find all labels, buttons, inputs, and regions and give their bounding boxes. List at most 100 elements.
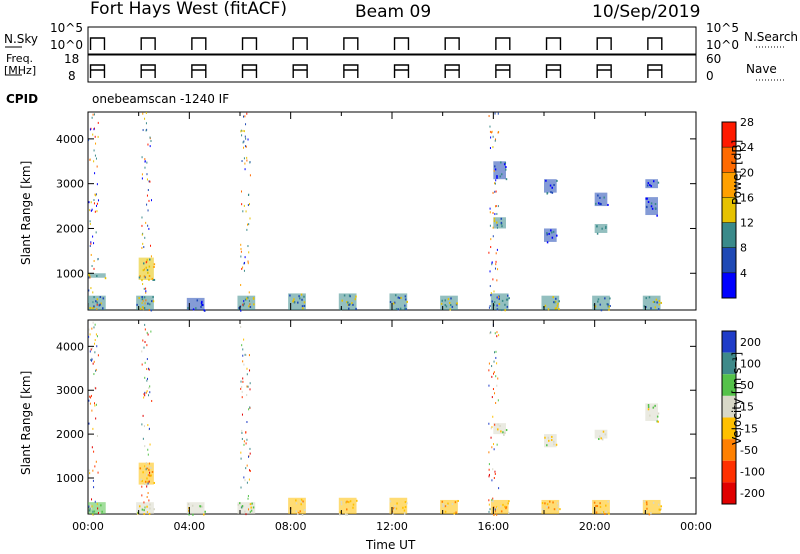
power-data-cell <box>398 297 401 300</box>
power-noise-point <box>244 168 246 171</box>
velocity-noise-point <box>96 345 98 348</box>
power-noise-point <box>241 160 243 163</box>
power-noise-point <box>244 115 246 118</box>
power-data-cell <box>653 301 656 304</box>
power-data-cell <box>348 294 351 297</box>
nsky-scan-mark <box>292 37 308 50</box>
velocity-data-cell <box>143 509 145 512</box>
power-data-cell <box>88 275 91 278</box>
power-data-cell <box>238 306 240 309</box>
velocity-noise-point <box>242 348 244 351</box>
power-noise-point <box>490 292 492 295</box>
velocity-noise-point <box>147 492 149 495</box>
power-data-cell <box>150 309 153 312</box>
velocity-data-cell <box>652 501 655 504</box>
power-data-cell <box>152 278 154 281</box>
velocity-data-cell <box>153 481 155 484</box>
velocity-data-block <box>138 462 155 486</box>
velocity-data-cell <box>302 500 304 503</box>
velocity-noise-point <box>490 436 492 439</box>
velocity-data-cell <box>457 499 459 502</box>
velocity-data-cell <box>88 509 91 512</box>
velocity-data-cell <box>149 507 151 510</box>
velocity-data-cell <box>148 512 151 515</box>
power-noise-point <box>146 161 148 164</box>
power-noise-point <box>141 216 143 219</box>
power-noise-point <box>495 205 497 208</box>
power-data-cell <box>605 225 607 228</box>
power-data-cell <box>595 202 597 205</box>
velocity-data-cell <box>89 505 91 508</box>
velocity-colorbar-tick-label: 50 <box>740 379 754 392</box>
power-noise-point <box>495 260 497 263</box>
power-data-cell <box>504 309 506 312</box>
power-noise-point <box>240 243 242 246</box>
power-noise-point <box>494 182 496 185</box>
velocity-data-cell <box>150 474 152 477</box>
velocity-data-cell <box>556 502 559 505</box>
power-data-cell <box>557 302 559 305</box>
velocity-data-cell <box>249 503 252 506</box>
power-data-cell <box>243 302 246 305</box>
power-noise-point <box>145 112 147 115</box>
power-noise-point <box>249 217 251 220</box>
power-noise-point <box>90 253 92 256</box>
velocity-data-cell <box>549 500 551 503</box>
velocity-noise-point <box>496 506 498 509</box>
velocity-data-cell <box>595 505 597 508</box>
velocity-noise-point <box>242 360 244 363</box>
velocity-noise-point <box>144 328 146 331</box>
velocity-data-cell <box>146 477 148 480</box>
power-noise-point <box>96 308 98 311</box>
power-noise-point <box>491 130 493 133</box>
power-data-cell <box>404 298 407 301</box>
velocity-noise-point <box>91 505 93 508</box>
velocity-noise-point <box>488 468 490 471</box>
velocity-noise-point <box>494 508 496 511</box>
power-noise-point <box>497 205 499 208</box>
velocity-data-cell <box>508 500 510 503</box>
power-noise-point <box>249 161 251 164</box>
power-noise-point <box>146 128 148 131</box>
velocity-data-cell <box>593 501 596 504</box>
velocity-noise-point <box>91 409 93 412</box>
power-data-cell <box>550 191 552 194</box>
power-noise-point <box>146 203 148 206</box>
velocity-data-cell <box>451 503 454 506</box>
power-noise-point <box>89 220 91 223</box>
power-data-cell <box>594 223 608 233</box>
velocity-data-cell <box>404 501 407 504</box>
power-data-cell <box>447 298 450 301</box>
power-noise-point <box>245 123 247 126</box>
power-data-cell <box>148 278 150 281</box>
velocity-data-cell <box>203 513 205 516</box>
time-tick-label: 08:00 <box>275 520 307 533</box>
power-data-cell <box>186 297 205 310</box>
power-data-cell <box>288 293 306 310</box>
power-noise-point <box>492 278 494 281</box>
velocity-noise-point <box>496 335 498 338</box>
velocity-noise-point <box>88 422 90 425</box>
power-noise-point <box>488 251 490 254</box>
power-noise-point <box>149 136 151 139</box>
velocity-noise-point <box>492 415 494 418</box>
velocity-data-cell <box>297 511 300 514</box>
power-noise-point <box>495 179 497 182</box>
power-noise-point <box>144 268 146 271</box>
velocity-noise-point <box>246 385 248 388</box>
velocity-noise-point <box>489 508 491 511</box>
velocity-noise-point <box>146 390 148 393</box>
power-data-cell <box>658 303 661 306</box>
power-noise-point <box>89 128 91 131</box>
power-data-cell <box>504 161 507 164</box>
power-data-cell <box>392 302 395 305</box>
velocity-noise-point <box>241 431 243 434</box>
power-data-cell <box>647 182 650 185</box>
velocity-noise-point <box>249 452 251 455</box>
velocity-noise-point <box>94 386 96 389</box>
power-noise-point <box>242 266 244 269</box>
velocity-data-cell <box>442 503 444 506</box>
power-noise-point <box>142 299 144 302</box>
power-noise-point <box>243 204 245 207</box>
power-noise-point <box>244 261 246 264</box>
